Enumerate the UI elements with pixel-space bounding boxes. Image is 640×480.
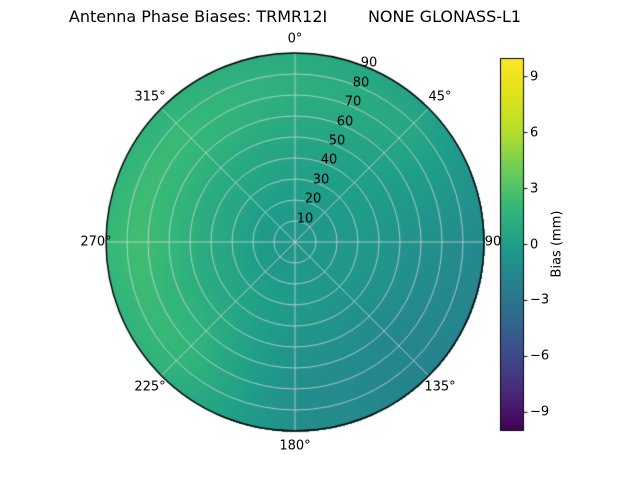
radial-tick-label: 60	[336, 114, 354, 130]
radial-tick-label: 40	[320, 152, 338, 168]
theta-tick-label: 270°	[80, 234, 112, 250]
radial-tick-label: 30	[312, 172, 330, 188]
theta-tick-label: 90	[484, 234, 502, 250]
colorbar-axis-label: Bias (mm)	[549, 210, 565, 278]
theta-tick-label: 45°	[428, 89, 452, 105]
colorbar-tick-label: 3	[530, 181, 539, 197]
colorbar-tick-label: −9	[530, 404, 550, 420]
radial-tick-label: 80	[352, 75, 370, 91]
colorbar-tick-label: −3	[530, 292, 550, 308]
colorbar-tick-label: −6	[530, 348, 550, 364]
radial-tick-label: 50	[328, 133, 346, 149]
theta-tick-label: 180°	[279, 438, 311, 454]
colorbar-tick-label: 6	[530, 125, 539, 141]
radial-tick-label: 90	[360, 55, 378, 71]
theta-tick-label: 225°	[134, 379, 166, 395]
colorbar-tick-label: 0	[530, 237, 539, 253]
radial-tick-label: 70	[344, 94, 362, 110]
radial-tick-label: 20	[304, 191, 322, 207]
colorbar-tick-label: 9	[530, 69, 539, 85]
theta-tick-label: 0°	[287, 31, 303, 47]
theta-tick-label: 315°	[134, 89, 166, 105]
theta-tick-label: 135°	[424, 379, 456, 395]
chart-title: Antenna Phase Biases: TRMR12I NONE GLONA…	[68, 7, 522, 26]
radial-tick-label: 10	[296, 211, 314, 227]
